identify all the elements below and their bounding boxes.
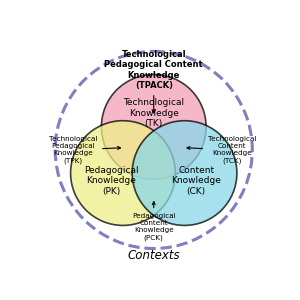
Text: Content
Knowledge
(CK): Content Knowledge (CK)	[171, 166, 221, 196]
Text: Contexts: Contexts	[128, 249, 180, 262]
Text: Technological
Pedagogical Content
Knowledge
(TPACK): Technological Pedagogical Content Knowle…	[104, 50, 203, 113]
Text: Pedagogical
Content
Knowledge
(PCK): Pedagogical Content Knowledge (PCK)	[132, 202, 176, 241]
Text: Technological
Pedagogical
Knowledge
(TPK): Technological Pedagogical Knowledge (TPK…	[49, 136, 121, 164]
Text: Pedagogical
Knowledge
(PK): Pedagogical Knowledge (PK)	[84, 166, 139, 196]
Text: Technological
Knowledge
(TK): Technological Knowledge (TK)	[123, 98, 184, 128]
Circle shape	[132, 121, 237, 225]
Text: Technological
Content
Knowledge
(TCK): Technological Content Knowledge (TCK)	[187, 136, 256, 164]
Circle shape	[70, 121, 175, 225]
Circle shape	[101, 74, 206, 179]
